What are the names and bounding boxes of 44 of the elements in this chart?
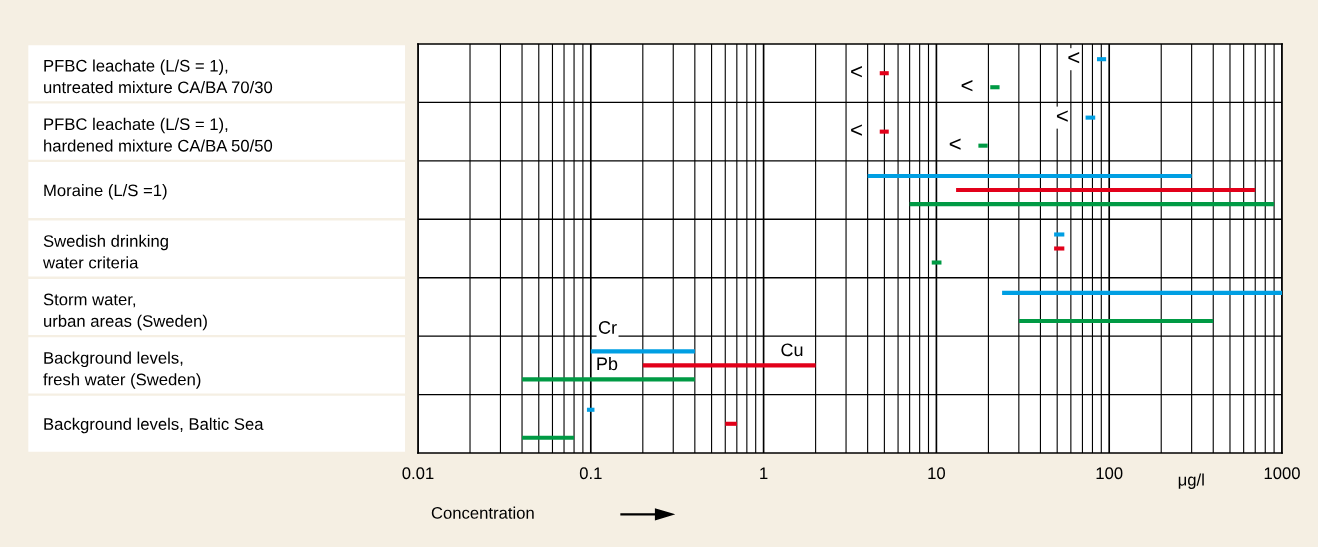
series-label: Cr [598,321,617,334]
x-tick-label: 1 [760,467,768,479]
bar [1002,290,1282,295]
y-tick-label: Background levels, fresh water (Sweden) [43,351,201,389]
data-label: < [949,138,961,150]
x-tick-label: 0.1 [579,467,602,480]
bar [909,202,1275,207]
bar [1085,115,1096,120]
data-label: < [1056,110,1068,122]
x-axis-title: Concentration [431,506,534,519]
bar [867,174,1192,179]
data-label: < [851,66,862,78]
bar [1097,57,1107,62]
series-label: Pb [597,356,618,371]
data-label: < [851,124,862,136]
series-label: Cu [781,343,803,357]
bar [586,407,595,412]
y-tick-label: Moraine (L/S =1) [44,184,167,200]
bar [879,129,889,134]
x-tick-label: 0.01 [402,467,434,480]
y-tick-label: PFBC leachate (L/S = 1), untreated mixture CA/BA 70/30 [44,59,273,94]
bar [642,363,816,368]
y-tick-label: Storm water, urban areas (Sweden) [43,293,207,331]
y-tick-label: Swedish drinking water criteria [42,234,168,269]
bar [956,188,1256,193]
bar [725,421,737,426]
x-tick-label: 100 [1096,467,1123,480]
y-tick-label: Background levels, Baltic Sea [44,417,264,434]
y-tick-label: PFBC leachate (L/S = 1), hardened mixture CA/BA 50/50 [44,117,273,152]
text: μg/l [1178,473,1204,489]
x-tick-label: 10 [928,467,946,480]
bar [931,260,942,265]
bar [522,435,575,440]
bar [522,377,695,382]
bar [1018,318,1214,323]
x-tick-label: 1000 [1264,467,1300,480]
bar [1054,246,1065,251]
bar [978,143,988,148]
bar [1054,232,1065,237]
bar [879,71,889,76]
data-label: < [961,80,973,92]
bar [990,85,1000,90]
bar [590,349,695,354]
data-label: < [1068,51,1080,64]
